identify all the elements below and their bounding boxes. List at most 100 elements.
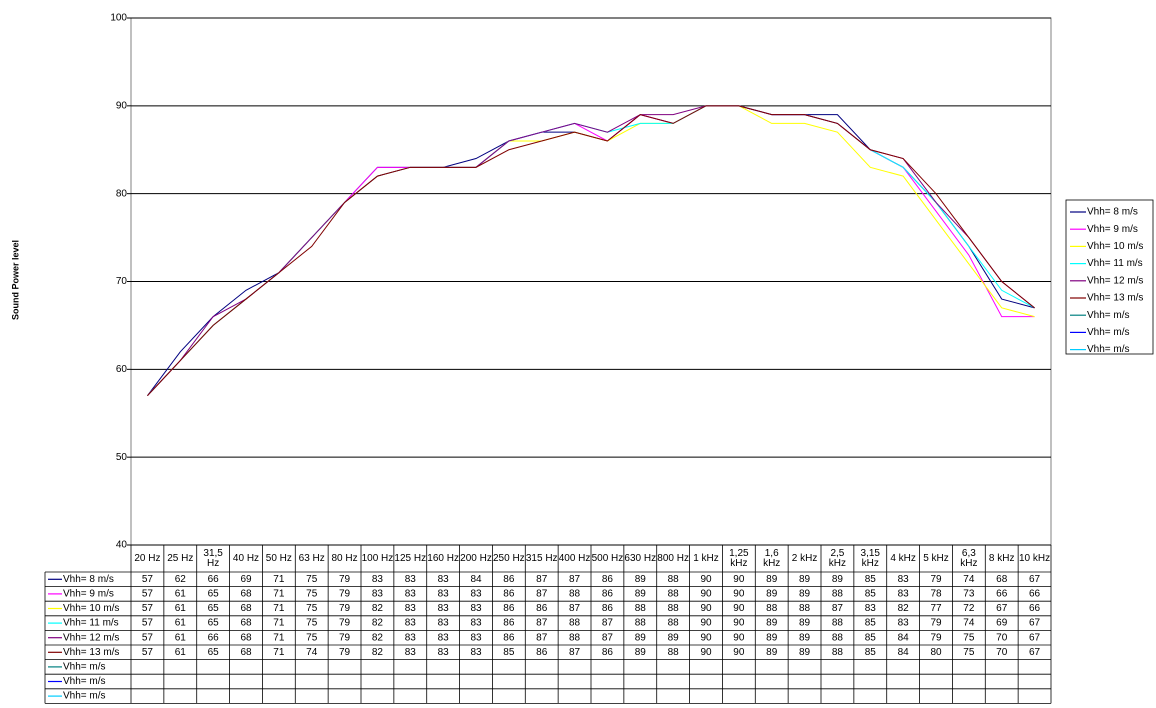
table-value: 84 [898, 632, 910, 643]
table-value: 88 [635, 618, 647, 629]
table-value: 87 [536, 574, 548, 585]
legend-label: Vhh= m/s [1087, 327, 1130, 338]
table-value: 85 [865, 632, 877, 643]
table-value: 68 [240, 632, 252, 643]
table-value: 87 [569, 574, 581, 585]
table-value: 85 [865, 618, 877, 629]
table-row-label: Vhh= 11 m/s [63, 618, 119, 629]
table-value: 82 [372, 603, 384, 614]
table-value: 89 [635, 647, 647, 658]
table-value: 89 [799, 632, 811, 643]
table-value: 89 [799, 618, 811, 629]
x-tick-label: 2 kHz [791, 552, 818, 564]
table-value: 90 [733, 574, 745, 585]
y-tick-label: 40 [116, 540, 128, 551]
table-value: 79 [339, 574, 351, 585]
x-tick-label: 80 Hz [331, 552, 358, 564]
table-value: 86 [536, 603, 548, 614]
x-tick-label: 1,25 kHz [729, 547, 749, 569]
table-value: 75 [963, 647, 975, 658]
table-value: 88 [832, 647, 844, 658]
table-row-label: Vhh= 13 m/s [63, 647, 119, 658]
table-value: 83 [405, 632, 417, 643]
table-value: 85 [865, 574, 877, 585]
table-value: 66 [208, 632, 220, 643]
table-value: 84 [898, 647, 910, 658]
table-row-label: Vhh= m/s [63, 691, 106, 702]
legend-label: Vhh= 12 m/s [1087, 275, 1143, 286]
table-value: 87 [569, 603, 581, 614]
table-value: 66 [1029, 589, 1041, 600]
table-value: 89 [635, 632, 647, 643]
table-value: 67 [996, 603, 1008, 614]
x-tick-label: 250 Hz [493, 552, 525, 564]
table-value: 83 [898, 589, 910, 600]
series-line [147, 105, 1035, 396]
table-value: 72 [963, 603, 975, 614]
table-value: 83 [405, 574, 417, 585]
table-value: 89 [766, 647, 778, 658]
table-value: 68 [996, 574, 1008, 585]
table-value: 90 [733, 589, 745, 600]
table-value: 86 [602, 603, 614, 614]
table-value: 83 [438, 589, 450, 600]
table-value: 88 [635, 603, 647, 614]
table-value: 65 [208, 603, 220, 614]
x-tick-label: 31,5 Hz [203, 547, 223, 569]
table-value: 89 [766, 589, 778, 600]
table-value: 71 [273, 603, 285, 614]
table-value: 87 [536, 632, 548, 643]
table-value: 89 [635, 574, 647, 585]
table-value: 83 [865, 603, 877, 614]
table-value: 83 [405, 589, 417, 600]
x-tick-label: 500 Hz [591, 552, 624, 564]
table-value: 79 [930, 632, 942, 643]
table-value: 82 [898, 603, 910, 614]
table-value: 75 [306, 618, 318, 629]
table-value: 85 [503, 647, 515, 658]
table-value: 88 [832, 632, 844, 643]
table-value: 57 [142, 647, 154, 658]
y-tick-label: 100 [110, 13, 127, 24]
table-value: 66 [208, 574, 220, 585]
table-value: 83 [470, 603, 482, 614]
series-line [147, 105, 1035, 397]
table-value: 88 [668, 574, 680, 585]
legend-label: Vhh= m/s [1087, 344, 1130, 355]
table-value: 61 [175, 632, 187, 643]
table-value: 90 [733, 647, 745, 658]
series-line [147, 105, 1035, 397]
table-value: 85 [865, 589, 877, 600]
table-value: 88 [569, 632, 581, 643]
table-value: 75 [963, 632, 975, 643]
table-value: 88 [668, 589, 680, 600]
table-value: 61 [175, 589, 187, 600]
table-value: 88 [668, 618, 680, 629]
y-axis-label: Sound Power level [10, 240, 20, 320]
table-value: 83 [470, 647, 482, 658]
table-value: 83 [372, 589, 384, 600]
table-row-label: Vhh= m/s [63, 676, 106, 687]
table-value: 83 [470, 632, 482, 643]
table-value: 79 [930, 574, 942, 585]
table-value: 89 [766, 632, 778, 643]
series-line [147, 105, 1035, 397]
series-line [147, 105, 1035, 397]
table-value: 79 [339, 618, 351, 629]
table-value: 89 [668, 632, 680, 643]
table-value: 83 [470, 589, 482, 600]
table-value: 87 [602, 618, 614, 629]
table-row-label: Vhh= 12 m/s [63, 632, 119, 643]
y-tick-label: 80 [116, 188, 128, 199]
x-tick-label: 8 kHz [988, 552, 1015, 564]
x-tick-label: 630 Hz [624, 552, 657, 564]
table-value: 90 [700, 632, 712, 643]
table-value: 82 [372, 618, 384, 629]
table-value: 83 [438, 632, 450, 643]
series-line [147, 105, 1035, 397]
table-value: 82 [372, 647, 384, 658]
x-tick-label: 50 Hz [265, 552, 292, 564]
table-value: 89 [832, 574, 844, 585]
table-value: 89 [635, 589, 647, 600]
